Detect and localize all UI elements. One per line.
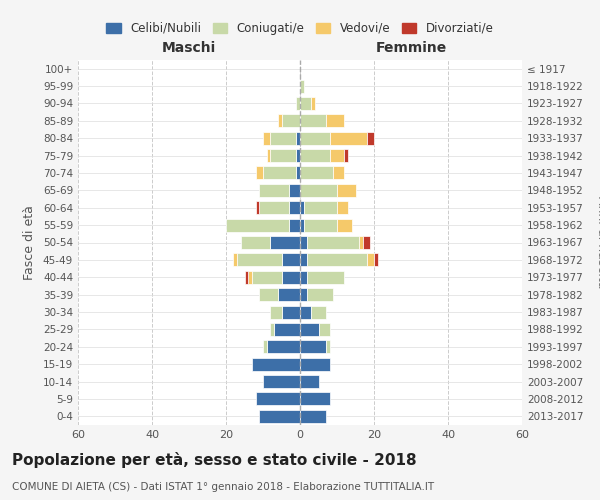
Text: Popolazione per età, sesso e stato civile - 2018: Popolazione per età, sesso e stato civil… bbox=[12, 452, 416, 468]
Bar bbox=[252, 358, 300, 370]
Bar bbox=[304, 218, 337, 232]
Bar bbox=[300, 149, 329, 162]
Bar bbox=[233, 254, 237, 266]
Bar bbox=[256, 201, 259, 214]
Bar bbox=[300, 306, 311, 318]
Bar bbox=[300, 80, 304, 92]
Bar bbox=[367, 132, 374, 144]
Bar bbox=[300, 114, 326, 128]
Bar bbox=[307, 236, 359, 249]
Bar bbox=[289, 218, 300, 232]
Bar bbox=[300, 358, 329, 370]
Bar bbox=[329, 132, 367, 144]
Bar bbox=[304, 201, 337, 214]
Bar bbox=[334, 166, 344, 179]
Bar bbox=[263, 132, 271, 144]
Bar bbox=[300, 218, 304, 232]
Bar bbox=[300, 254, 307, 266]
Text: COMUNE DI AIETA (CS) - Dati ISTAT 1° gennaio 2018 - Elaborazione TUTTITALIA.IT: COMUNE DI AIETA (CS) - Dati ISTAT 1° gen… bbox=[12, 482, 434, 492]
Bar bbox=[374, 254, 378, 266]
Bar bbox=[271, 132, 296, 144]
Bar bbox=[307, 288, 334, 301]
Bar bbox=[344, 149, 348, 162]
Bar bbox=[266, 340, 300, 353]
Bar bbox=[300, 340, 326, 353]
Bar bbox=[337, 201, 348, 214]
Bar bbox=[281, 270, 300, 284]
Bar bbox=[259, 410, 300, 423]
Bar bbox=[300, 270, 307, 284]
Bar bbox=[311, 306, 326, 318]
Bar bbox=[296, 132, 300, 144]
Bar bbox=[263, 375, 300, 388]
Text: Femmine: Femmine bbox=[376, 41, 446, 55]
Bar bbox=[278, 288, 300, 301]
Bar bbox=[326, 340, 329, 353]
Bar bbox=[319, 323, 329, 336]
Y-axis label: Fasce di età: Fasce di età bbox=[23, 205, 36, 280]
Bar bbox=[281, 114, 300, 128]
Bar bbox=[307, 254, 367, 266]
Bar bbox=[259, 201, 289, 214]
Bar bbox=[300, 97, 311, 110]
Bar bbox=[359, 236, 363, 249]
Bar bbox=[296, 166, 300, 179]
Bar bbox=[252, 270, 281, 284]
Bar bbox=[271, 323, 274, 336]
Bar bbox=[256, 166, 263, 179]
Bar bbox=[281, 254, 300, 266]
Bar bbox=[271, 149, 296, 162]
Bar bbox=[363, 236, 370, 249]
Bar bbox=[241, 236, 271, 249]
Bar bbox=[256, 392, 300, 406]
Bar bbox=[289, 201, 300, 214]
Bar bbox=[289, 184, 300, 197]
Bar bbox=[281, 306, 300, 318]
Bar bbox=[259, 184, 289, 197]
Bar bbox=[278, 114, 281, 128]
Bar bbox=[300, 236, 307, 249]
Bar bbox=[300, 375, 319, 388]
Bar bbox=[300, 201, 304, 214]
Bar bbox=[326, 114, 344, 128]
Bar bbox=[263, 166, 296, 179]
Bar bbox=[367, 254, 374, 266]
Bar bbox=[337, 184, 355, 197]
Bar bbox=[226, 218, 289, 232]
Bar bbox=[329, 149, 344, 162]
Bar bbox=[263, 340, 266, 353]
Bar bbox=[337, 218, 352, 232]
Y-axis label: Anni di nascita: Anni di nascita bbox=[595, 196, 600, 289]
Bar bbox=[311, 97, 315, 110]
Bar bbox=[300, 166, 334, 179]
Bar bbox=[296, 149, 300, 162]
Bar bbox=[266, 149, 271, 162]
Bar bbox=[248, 270, 252, 284]
Bar bbox=[271, 236, 300, 249]
Bar bbox=[300, 132, 329, 144]
Bar bbox=[300, 392, 329, 406]
Bar bbox=[274, 323, 300, 336]
Bar bbox=[300, 184, 337, 197]
Bar bbox=[307, 270, 344, 284]
Text: Maschi: Maschi bbox=[162, 41, 216, 55]
Bar bbox=[300, 410, 326, 423]
Bar bbox=[300, 323, 319, 336]
Bar bbox=[300, 288, 307, 301]
Bar bbox=[271, 306, 281, 318]
Bar bbox=[259, 288, 278, 301]
Legend: Celibi/Nubili, Coniugati/e, Vedovi/e, Divorziati/e: Celibi/Nubili, Coniugati/e, Vedovi/e, Di… bbox=[103, 18, 497, 38]
Bar bbox=[245, 270, 248, 284]
Bar bbox=[296, 97, 300, 110]
Bar bbox=[237, 254, 281, 266]
